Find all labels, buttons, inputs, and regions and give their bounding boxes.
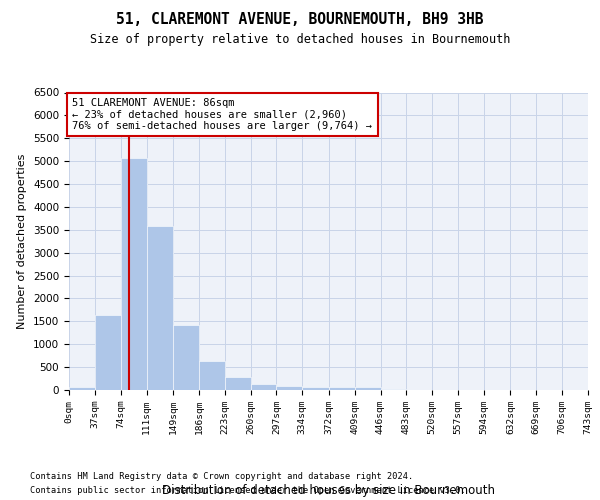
Bar (251, 384, 277, 390)
Bar (302, 387, 329, 390)
Text: 51, CLAREMONT AVENUE, BOURNEMOUTH, BH9 3HB: 51, CLAREMONT AVENUE, BOURNEMOUTH, BH9 3… (116, 12, 484, 28)
Bar (95, 315, 121, 390)
Bar (146, 226, 173, 390)
Bar (277, 386, 302, 390)
Text: Contains HM Land Registry data © Crown copyright and database right 2024.: Contains HM Land Registry data © Crown c… (30, 472, 413, 481)
X-axis label: Distribution of detached houses by size in Bournemouth: Distribution of detached houses by size … (162, 484, 495, 497)
Text: 51 CLAREMONT AVENUE: 86sqm
← 23% of detached houses are smaller (2,960)
76% of s: 51 CLAREMONT AVENUE: 86sqm ← 23% of deta… (73, 98, 373, 131)
Y-axis label: Number of detached properties: Number of detached properties (17, 154, 28, 329)
Bar (173, 326, 199, 390)
Bar (329, 388, 355, 390)
Bar (225, 376, 251, 390)
Bar (69, 386, 95, 390)
Text: Size of property relative to detached houses in Bournemouth: Size of property relative to detached ho… (90, 32, 510, 46)
Text: Contains public sector information licensed under the Open Government Licence v3: Contains public sector information licen… (30, 486, 466, 495)
Bar (355, 388, 380, 390)
Bar (121, 158, 146, 390)
Bar (380, 388, 406, 390)
Bar (199, 362, 225, 390)
